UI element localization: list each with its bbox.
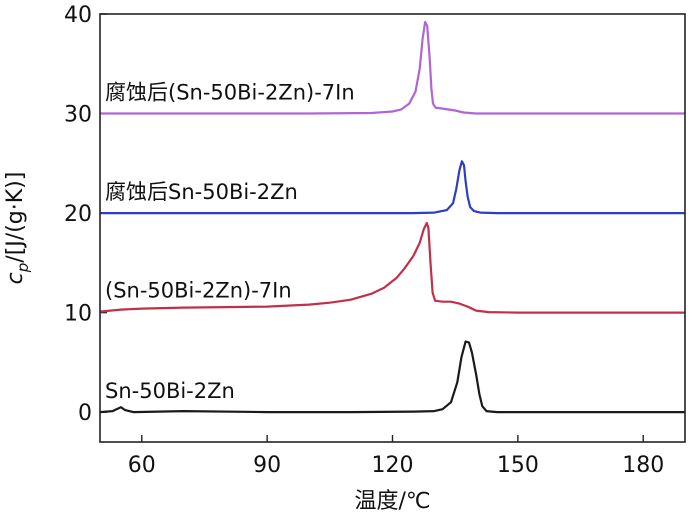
x-tick-label: 60: [128, 453, 156, 478]
y-tick-label: 0: [78, 401, 92, 426]
y-tick-label: 20: [64, 202, 92, 227]
y-axis-unit: /[J/(g·K)]: [3, 172, 28, 263]
y-tick-label: 30: [64, 103, 92, 128]
x-tick-label: 150: [497, 453, 539, 478]
y-axis-symbol: c: [3, 272, 28, 284]
series-label-4: 腐蚀后(Sn-50Bi-2Zn)-7In: [105, 81, 355, 105]
series-line-3: [100, 160, 685, 215]
plot-frame: [99, 13, 686, 443]
series-label-3: 腐蚀后Sn-50Bi-2Zn: [105, 180, 298, 204]
x-tick-label: 180: [622, 453, 664, 478]
x-tick-label: 90: [253, 453, 281, 478]
x-tick-label: 120: [372, 453, 414, 478]
series-line-2: [99, 221, 685, 314]
y-axis-title: cp/[J/(g·K)]: [3, 172, 32, 285]
series-label-1: Sn-50Bi-2Zn: [105, 379, 235, 403]
series-line-1: [99, 340, 685, 414]
y-axis-subscript: p: [14, 263, 32, 274]
y-tick-label: 10: [64, 302, 92, 327]
series-line-4: [100, 20, 685, 115]
series-label-2: (Sn-50Bi-2Zn)-7In: [105, 279, 292, 303]
y-tick-label: 40: [64, 3, 92, 28]
x-axis-title: 温度/℃: [354, 489, 430, 514]
